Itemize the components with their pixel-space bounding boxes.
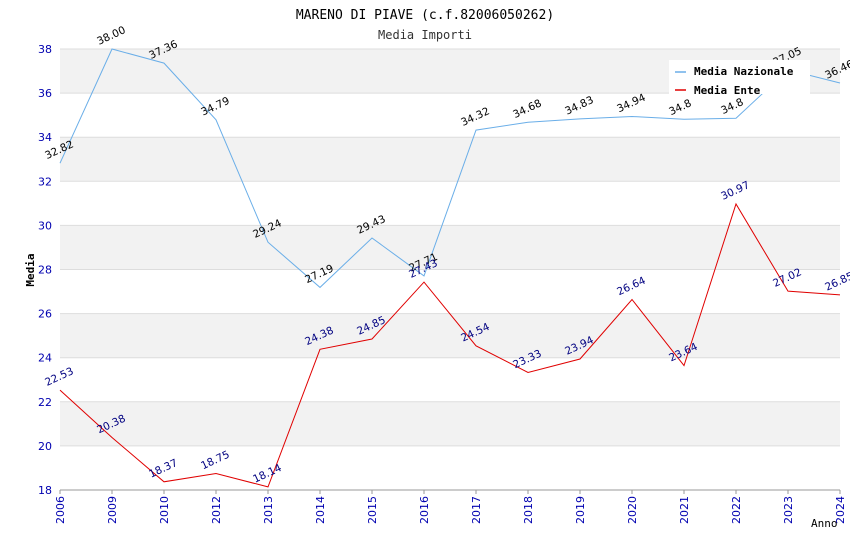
y-tick-label: 18 [38, 484, 52, 497]
y-tick-label: 28 [38, 264, 52, 277]
plot-band [60, 269, 840, 314]
y-tick-label: 38 [38, 43, 52, 56]
chart-subtitle: Media Importi [378, 28, 472, 42]
plot-band [60, 445, 840, 490]
legend-label-media-ente: Media Ente [694, 84, 761, 97]
y-tick-label: 32 [38, 175, 52, 188]
x-tick-label: 2009 [106, 496, 119, 524]
data-label: 38.00 [95, 24, 127, 48]
y-tick-label: 30 [38, 219, 52, 232]
x-tick-label: 2010 [158, 496, 171, 524]
x-tick-label: 2014 [314, 496, 327, 524]
chart-title: MARENO DI PIAVE (c.f.82006050262) [296, 8, 554, 23]
legend-box [669, 60, 810, 94]
plot-bands [60, 49, 840, 490]
series-line-media-ente [59, 202, 841, 488]
x-tick-label: 2012 [210, 496, 223, 524]
plot-band [60, 357, 840, 402]
plot-band [60, 137, 840, 182]
legend: Media Nazionale Media Ente [669, 60, 810, 97]
y-tick-label: 26 [38, 308, 52, 321]
x-tick-label: 2016 [418, 496, 431, 524]
y-axis-ticks: 18 20 22 24 26 28 30 32 34 36 38 [38, 43, 52, 497]
x-axis-label: Anno [811, 517, 838, 530]
x-tick-label: 2021 [678, 496, 691, 524]
y-tick-label: 20 [38, 440, 52, 453]
x-tick-label: 2019 [574, 496, 587, 524]
y-tick-label: 22 [38, 396, 52, 409]
y-tick-label: 36 [38, 87, 52, 100]
plot-band [60, 313, 840, 358]
x-axis-ticks: 2006 2009 2010 2012 2013 2014 2015 2016 2017 2018… [54, 490, 847, 524]
y-axis-label: Media [24, 253, 37, 286]
x-tick-label: 2018 [522, 496, 535, 524]
legend-label-media-nazionale: Media Nazionale [694, 65, 794, 78]
x-tick-label: 2015 [366, 496, 379, 524]
x-tick-label: 2022 [730, 496, 743, 524]
x-tick-label: 2024 [834, 496, 847, 524]
x-tick-label: 2013 [262, 496, 275, 524]
x-tick-label: 2023 [782, 496, 795, 524]
y-tick-label: 34 [38, 131, 52, 144]
y-tick-label: 24 [38, 352, 52, 365]
series-line-media-nazionale [59, 48, 841, 289]
plot-band [60, 93, 840, 138]
x-tick-label: 2017 [470, 496, 483, 524]
x-tick-label: 2020 [626, 496, 639, 524]
series-lines [59, 48, 841, 488]
plot-band [60, 225, 840, 270]
plot-band [60, 401, 840, 446]
x-tick-label: 2006 [54, 496, 67, 524]
